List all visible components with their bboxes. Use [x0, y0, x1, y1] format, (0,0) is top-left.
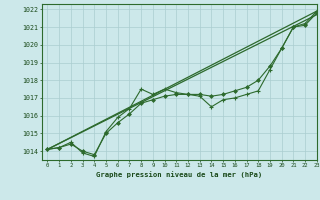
- X-axis label: Graphe pression niveau de la mer (hPa): Graphe pression niveau de la mer (hPa): [96, 171, 262, 178]
